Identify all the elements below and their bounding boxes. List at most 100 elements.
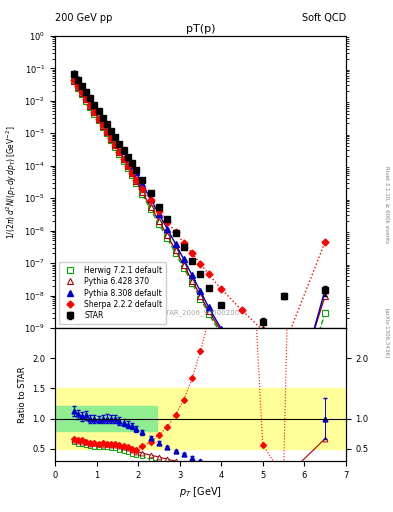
Herwig 7.2.1 default — [219, 331, 224, 337]
Sherpa 2.2.2 default — [105, 129, 109, 135]
Pythia 6.428 370 — [140, 189, 145, 196]
Pythia 8.308 default — [190, 272, 195, 279]
Herwig 7.2.1 default — [130, 173, 134, 179]
Line: Herwig 7.2.1 default: Herwig 7.2.1 default — [71, 78, 328, 451]
Bar — [55, 407, 157, 431]
Sherpa 2.2.2 default — [323, 239, 327, 245]
Pythia 8.308 default — [84, 89, 88, 95]
Sherpa 2.2.2 default — [134, 177, 138, 183]
Pythia 6.428 370 — [88, 103, 93, 109]
Sherpa 2.2.2 default — [130, 170, 134, 176]
Sherpa 2.2.2 default — [125, 163, 130, 169]
Pythia 6.428 370 — [101, 123, 105, 129]
Herwig 7.2.1 default — [75, 85, 80, 91]
Herwig 7.2.1 default — [92, 111, 97, 117]
Herwig 7.2.1 default — [198, 295, 203, 302]
Herwig 7.2.1 default — [173, 250, 178, 257]
Herwig 7.2.1 default — [165, 235, 169, 241]
Sherpa 2.2.2 default — [240, 307, 244, 313]
Sherpa 2.2.2 default — [117, 148, 122, 155]
Herwig 7.2.1 default — [206, 311, 211, 317]
Sherpa 2.2.2 default — [140, 186, 145, 192]
Sherpa 2.2.2 default — [113, 142, 118, 148]
Pythia 6.428 370 — [121, 156, 126, 162]
Herwig 7.2.1 default — [182, 265, 186, 271]
Pythia 8.308 default — [96, 109, 101, 115]
Herwig 7.2.1 default — [240, 367, 244, 373]
Pythia 8.308 default — [92, 102, 97, 108]
Sherpa 2.2.2 default — [198, 261, 203, 267]
Sherpa 2.2.2 default — [219, 286, 224, 292]
Text: 200 GeV pp: 200 GeV pp — [55, 13, 112, 23]
Herwig 7.2.1 default — [140, 191, 145, 198]
Pythia 8.308 default — [130, 162, 134, 168]
Herwig 7.2.1 default — [156, 221, 161, 227]
Pythia 6.428 370 — [80, 90, 84, 96]
Text: [arXiv:1306.3436]: [arXiv:1306.3436] — [384, 308, 389, 358]
Y-axis label: Ratio to STAR: Ratio to STAR — [18, 366, 27, 422]
Herwig 7.2.1 default — [84, 98, 88, 104]
Pythia 6.428 370 — [113, 142, 118, 148]
Herwig 7.2.1 default — [323, 309, 327, 315]
Pythia 8.308 default — [148, 196, 153, 202]
Title: pT(p): pT(p) — [185, 24, 215, 34]
Sherpa 2.2.2 default — [72, 77, 76, 83]
Pythia 8.308 default — [198, 288, 203, 294]
Herwig 7.2.1 default — [117, 151, 122, 157]
Herwig 7.2.1 default — [96, 117, 101, 123]
Pythia 6.428 370 — [134, 178, 138, 184]
X-axis label: $p_T$ [GeV]: $p_T$ [GeV] — [179, 485, 222, 499]
Pythia 8.308 default — [80, 82, 84, 89]
Sherpa 2.2.2 default — [121, 156, 126, 162]
Pythia 6.428 370 — [190, 278, 195, 284]
Pythia 6.428 370 — [125, 163, 130, 169]
Herwig 7.2.1 default — [80, 91, 84, 97]
Herwig 7.2.1 default — [148, 206, 153, 212]
Line: Pythia 8.308 default: Pythia 8.308 default — [71, 70, 328, 441]
Pythia 6.428 370 — [84, 96, 88, 102]
Sherpa 2.2.2 default — [261, 327, 265, 333]
Herwig 7.2.1 default — [72, 78, 76, 84]
Text: Rivet 3.1.10, ≥ 600k events: Rivet 3.1.10, ≥ 600k events — [384, 166, 389, 243]
Pythia 6.428 370 — [156, 218, 161, 224]
Herwig 7.2.1 default — [134, 180, 138, 186]
Pythia 8.308 default — [165, 226, 169, 232]
Pythia 6.428 370 — [117, 149, 122, 155]
Herwig 7.2.1 default — [109, 137, 114, 143]
Sherpa 2.2.2 default — [80, 90, 84, 96]
Herwig 7.2.1 default — [281, 445, 286, 451]
Pythia 6.428 370 — [92, 109, 97, 115]
Herwig 7.2.1 default — [113, 144, 118, 150]
Pythia 6.428 370 — [130, 170, 134, 177]
Pythia 8.308 default — [281, 435, 286, 441]
Pythia 8.308 default — [117, 141, 122, 147]
Sherpa 2.2.2 default — [156, 208, 161, 214]
Pythia 6.428 370 — [109, 136, 114, 142]
Pythia 8.308 default — [140, 181, 145, 187]
Herwig 7.2.1 default — [125, 165, 130, 171]
Pythia 6.428 370 — [198, 293, 203, 299]
Pythia 8.308 default — [182, 257, 186, 263]
Pythia 6.428 370 — [261, 400, 265, 406]
Pythia 8.308 default — [134, 169, 138, 176]
Pythia 8.308 default — [261, 401, 265, 407]
Sherpa 2.2.2 default — [96, 116, 101, 122]
Sherpa 2.2.2 default — [109, 135, 114, 141]
Pythia 8.308 default — [219, 326, 224, 332]
Sherpa 2.2.2 default — [88, 102, 93, 109]
Herwig 7.2.1 default — [105, 130, 109, 136]
Pythia 6.428 370 — [206, 308, 211, 314]
Pythia 8.308 default — [323, 287, 327, 293]
Pythia 6.428 370 — [281, 425, 286, 432]
Herwig 7.2.1 default — [101, 123, 105, 130]
Pythia 8.308 default — [88, 95, 93, 101]
Sherpa 2.2.2 default — [101, 122, 105, 128]
Pythia 8.308 default — [101, 115, 105, 121]
Pythia 8.308 default — [113, 134, 118, 140]
Pythia 8.308 default — [75, 76, 80, 82]
Sherpa 2.2.2 default — [84, 96, 88, 102]
Pythia 8.308 default — [125, 155, 130, 161]
Pythia 6.428 370 — [173, 247, 178, 253]
Sherpa 2.2.2 default — [190, 250, 195, 257]
Sherpa 2.2.2 default — [206, 271, 211, 278]
